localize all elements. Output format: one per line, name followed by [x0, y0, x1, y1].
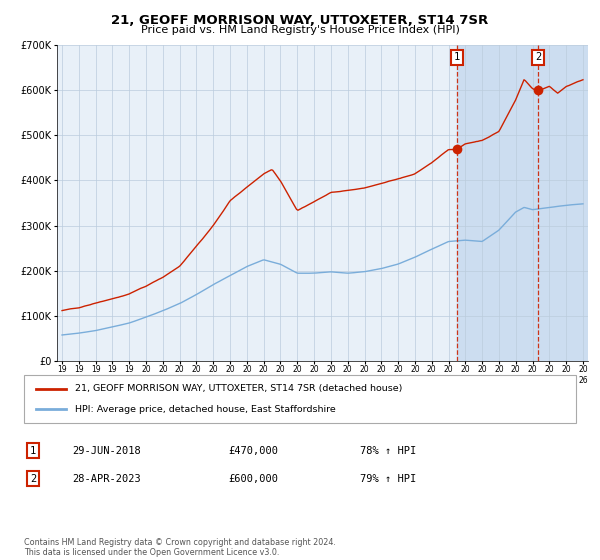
- Text: 79% ↑ HPI: 79% ↑ HPI: [360, 474, 416, 484]
- Text: £470,000: £470,000: [228, 446, 278, 456]
- Text: HPI: Average price, detached house, East Staffordshire: HPI: Average price, detached house, East…: [75, 405, 336, 414]
- Text: 29-JUN-2018: 29-JUN-2018: [72, 446, 141, 456]
- Text: 78% ↑ HPI: 78% ↑ HPI: [360, 446, 416, 456]
- Text: 21, GEOFF MORRISON WAY, UTTOXETER, ST14 7SR: 21, GEOFF MORRISON WAY, UTTOXETER, ST14 …: [112, 14, 488, 27]
- Bar: [457, 45, 600, 361]
- Text: 2: 2: [30, 474, 36, 484]
- Text: 21, GEOFF MORRISON WAY, UTTOXETER, ST14 7SR (detached house): 21, GEOFF MORRISON WAY, UTTOXETER, ST14 …: [75, 384, 403, 393]
- Text: Price paid vs. HM Land Registry's House Price Index (HPI): Price paid vs. HM Land Registry's House …: [140, 25, 460, 35]
- Text: 28-APR-2023: 28-APR-2023: [72, 474, 141, 484]
- Text: Contains HM Land Registry data © Crown copyright and database right 2024.
This d: Contains HM Land Registry data © Crown c…: [24, 538, 336, 557]
- Text: £600,000: £600,000: [228, 474, 278, 484]
- Text: 1: 1: [30, 446, 36, 456]
- Text: 2: 2: [535, 53, 541, 63]
- Text: 1: 1: [454, 53, 460, 63]
